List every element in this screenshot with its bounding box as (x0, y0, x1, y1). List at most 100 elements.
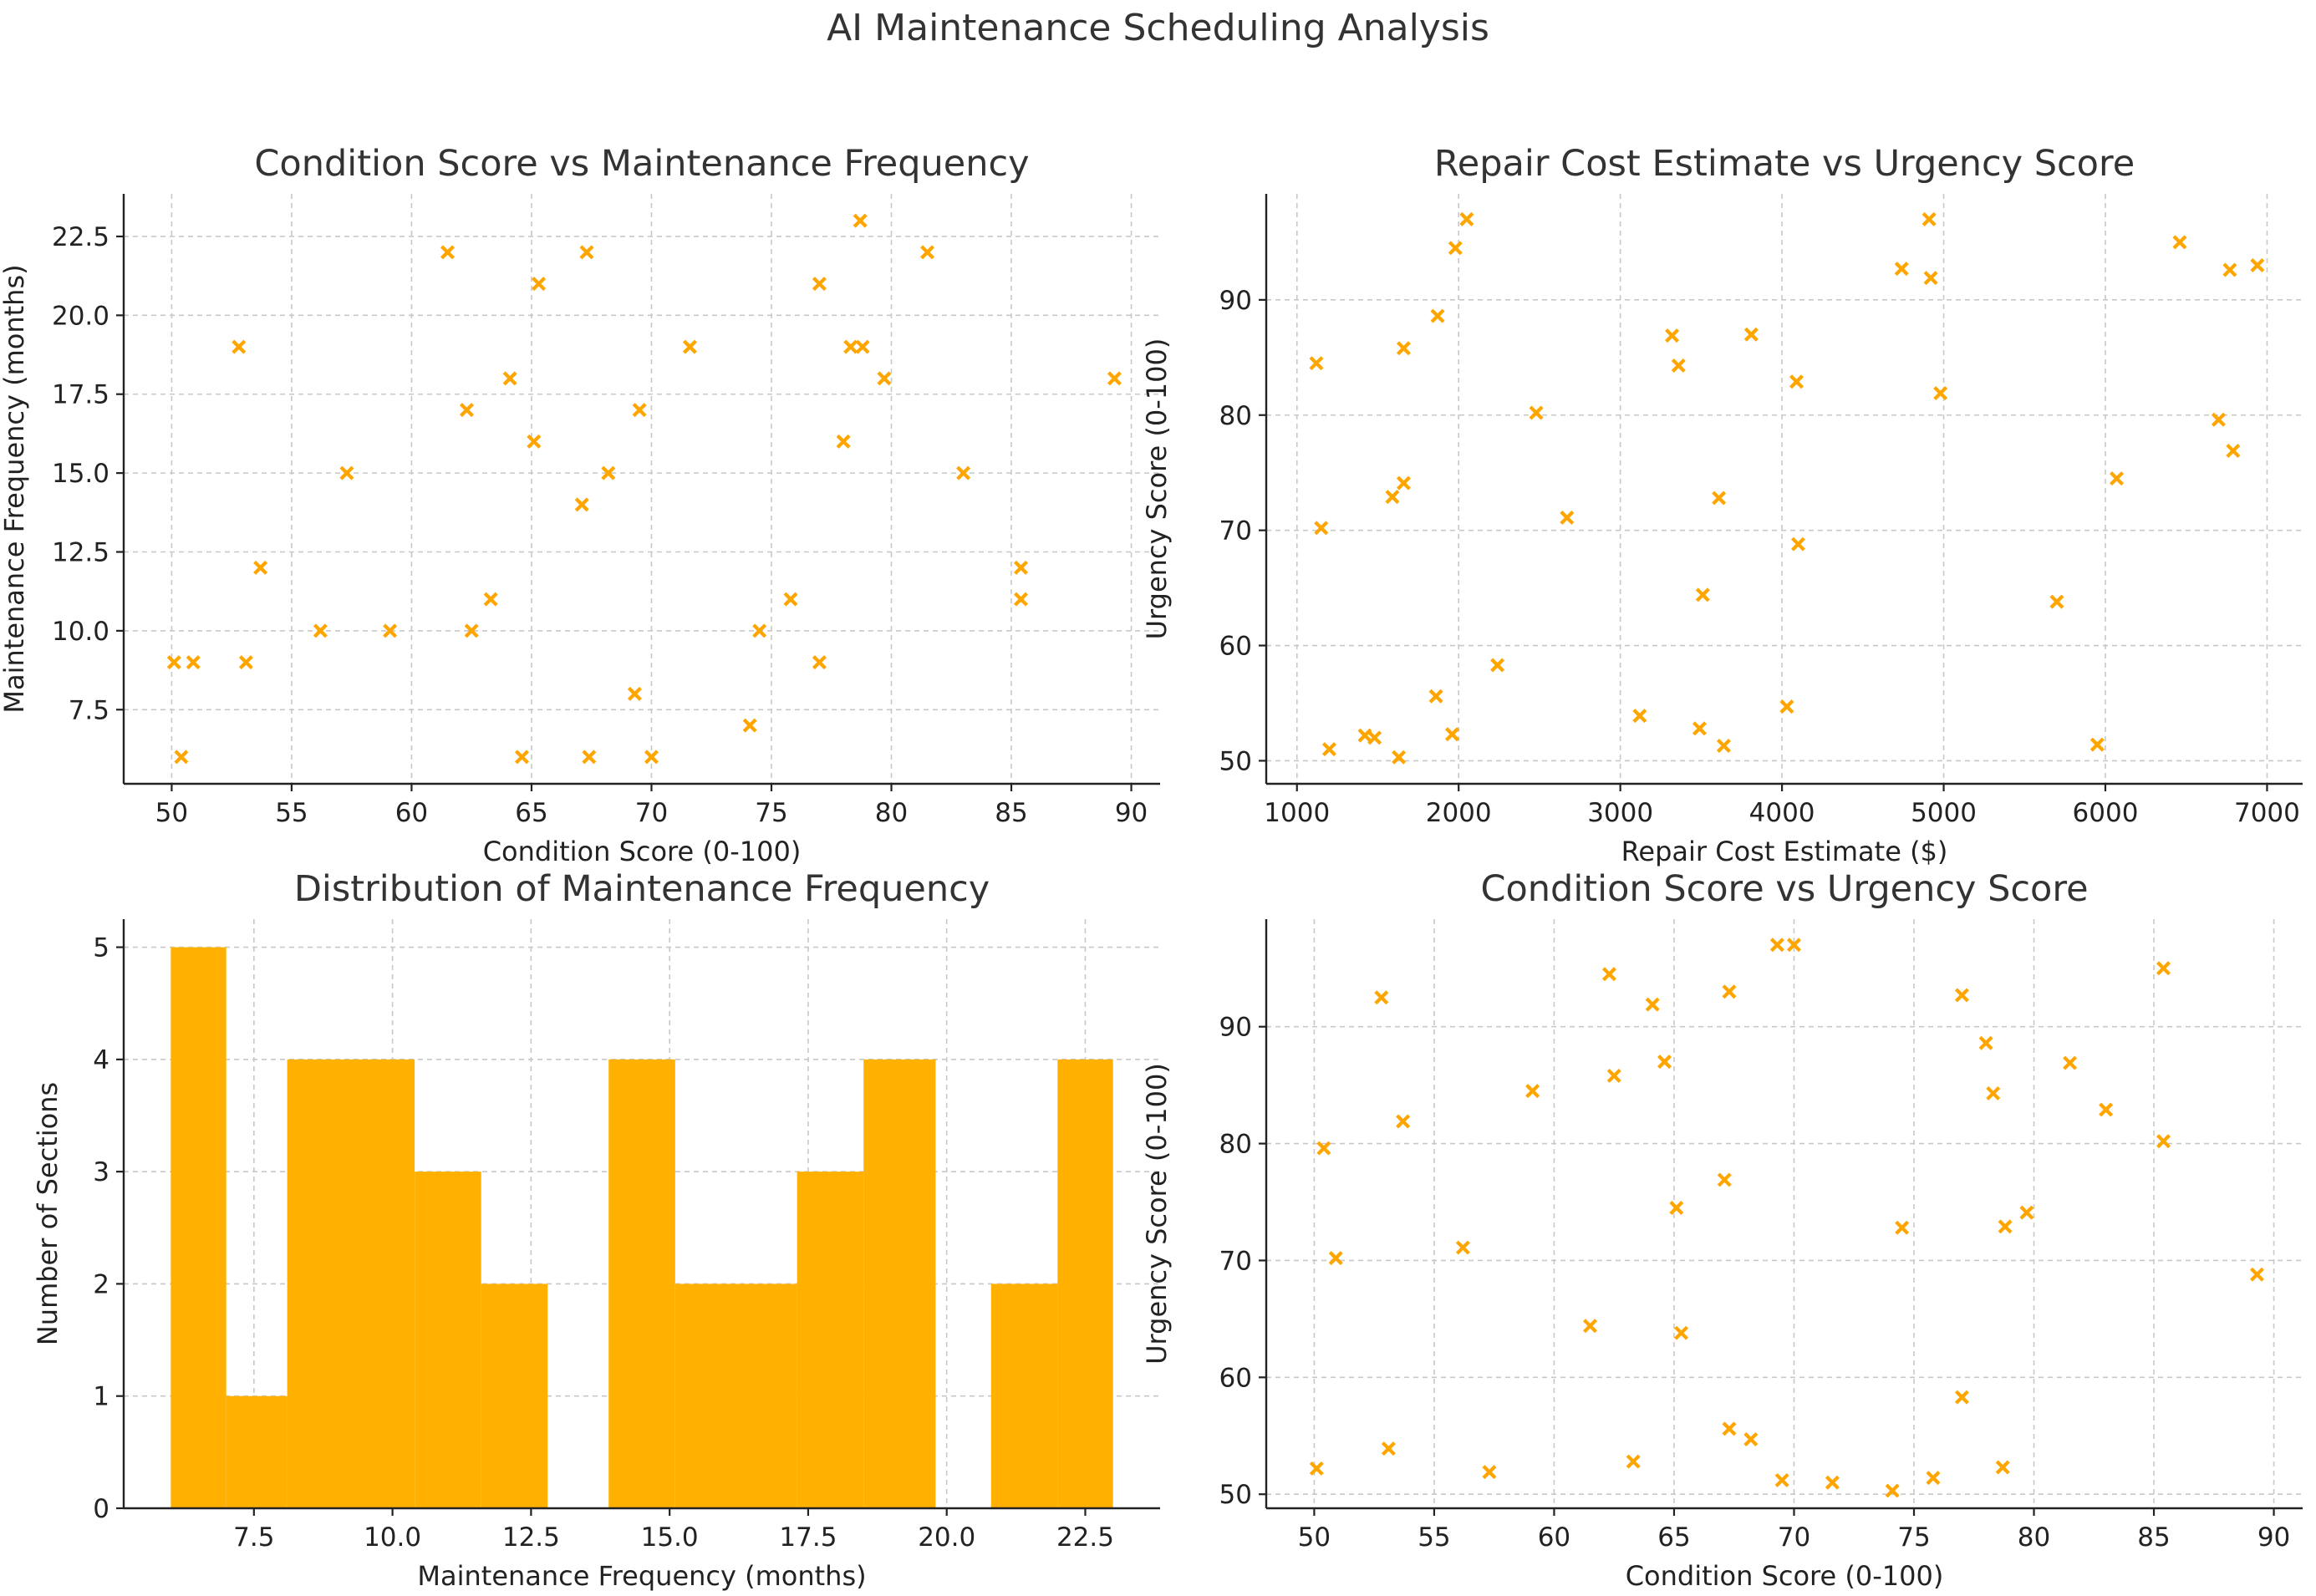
data-point (1107, 371, 1122, 386)
data-point (1674, 1325, 1689, 1340)
marker-stroke (339, 465, 354, 480)
marker-stroke (1722, 1421, 1737, 1436)
x-tick-label: 70 (635, 798, 668, 828)
data-point (1894, 262, 1909, 277)
marker-stroke (532, 277, 547, 292)
marker-stroke (1606, 1068, 1621, 1083)
marker-stroke (1885, 1483, 1900, 1498)
x-tick-label: 85 (2137, 1522, 2170, 1553)
histogram-bar (674, 1283, 797, 1508)
data-point (483, 592, 498, 607)
data-point (1455, 1240, 1470, 1255)
marker-stroke (2049, 594, 2064, 609)
marker-stroke (579, 245, 594, 260)
data-point (339, 465, 354, 480)
data-point (1645, 997, 1660, 1012)
marker-stroke (574, 497, 589, 512)
data-point (783, 592, 798, 607)
marker-stroke (1774, 1472, 1789, 1487)
panel-title: Condition Score vs Maintenance Frequency (254, 143, 1029, 185)
data-point (1482, 1465, 1497, 1480)
x-tick-label: 65 (1657, 1522, 1690, 1553)
marker-stroke (2156, 1134, 2171, 1149)
marker-stroke (1692, 721, 1707, 736)
marker-stroke (783, 592, 798, 607)
x-axis-label: Condition Score (0-100) (483, 836, 802, 867)
data-point (1786, 938, 1801, 953)
y-tick-label: 60 (1219, 632, 1252, 662)
marker-stroke (1321, 742, 1336, 757)
data-point (1583, 1319, 1597, 1334)
data-point (1923, 271, 1938, 286)
marker-stroke (2226, 444, 2241, 458)
marker-stroke (1525, 1084, 1540, 1099)
x-tick-label: 50 (155, 798, 188, 828)
marker-stroke (627, 686, 642, 701)
data-point (1926, 1471, 1941, 1486)
data-point (582, 750, 597, 765)
x-tick-label: 17.5 (779, 1522, 837, 1553)
marker-stroke (632, 403, 647, 418)
marker-stroke (1560, 510, 1575, 525)
data-point (843, 339, 858, 354)
marker-stroke (483, 592, 498, 607)
marker-stroke (1583, 1319, 1597, 1334)
data-point (1722, 1421, 1737, 1436)
data-point (502, 371, 517, 386)
x-tick-label: 4000 (1749, 798, 1815, 828)
y-tick-label: 90 (1219, 286, 1252, 316)
marker-stroke (2222, 262, 2237, 277)
marker-stroke (1428, 689, 1443, 704)
histogram-bar (608, 1059, 675, 1508)
data-point (1986, 1085, 2001, 1100)
data-point (601, 465, 616, 480)
x-tick-label: 80 (875, 798, 908, 828)
data-point (532, 277, 547, 292)
marker-stroke (1430, 308, 1445, 323)
data-point (1396, 341, 1411, 356)
y-tick-label: 70 (1219, 1246, 1252, 1276)
data-point (853, 213, 868, 228)
y-tick-label: 1 (93, 1382, 109, 1412)
y-tick-label: 10.0 (52, 617, 109, 647)
data-point (2089, 737, 2105, 752)
y-tick-label: 0 (93, 1494, 109, 1524)
data-point (2249, 1267, 2264, 1282)
data-point (527, 434, 542, 449)
histogram-bar (1057, 1059, 1113, 1508)
y-tick-label: 80 (1219, 1130, 1252, 1160)
data-point (574, 497, 589, 512)
marker-stroke (1922, 211, 1937, 226)
data-point (1954, 988, 1969, 1003)
y-axis-label: Urgency Score (0-100) (1141, 338, 1173, 640)
data-point (1954, 1390, 1969, 1405)
marker-stroke (1455, 1240, 1470, 1255)
data-point (1309, 1461, 1324, 1476)
panel-frequency-histogram: 7.5 10.0 12.5 15.0 17.5 20.0 22.5 0 1 2 3 4 5 Distrib… (32, 868, 1160, 1592)
x-tick-label: 90 (2257, 1522, 2290, 1553)
data-point (1529, 405, 1544, 420)
data-point (1774, 1472, 1789, 1487)
marker-stroke (1954, 988, 1969, 1003)
marker-stroke (812, 655, 827, 670)
data-point (238, 655, 253, 670)
data-point (632, 403, 647, 418)
marker-stroke (1671, 358, 1686, 373)
y-tick-label: 17.5 (52, 380, 109, 410)
y-tick-label: 22.5 (52, 222, 109, 252)
data-point (459, 403, 474, 418)
marker-stroke (1998, 1219, 2013, 1234)
panel-title: Condition Score vs Urgency Score (1480, 868, 2088, 910)
x-tick-label: 50 (1298, 1522, 1331, 1553)
data-point (440, 245, 455, 260)
histogram-bar (171, 947, 227, 1508)
marker-stroke (1459, 211, 1474, 226)
y-tick-label: 50 (1219, 746, 1252, 776)
x-tick-label: 60 (1538, 1522, 1570, 1553)
x-tick-label: 20.0 (918, 1522, 975, 1553)
marker-stroke (1328, 1251, 1343, 1266)
data-point (1560, 510, 1575, 525)
data-point (752, 623, 767, 638)
marker-stroke (682, 339, 697, 354)
